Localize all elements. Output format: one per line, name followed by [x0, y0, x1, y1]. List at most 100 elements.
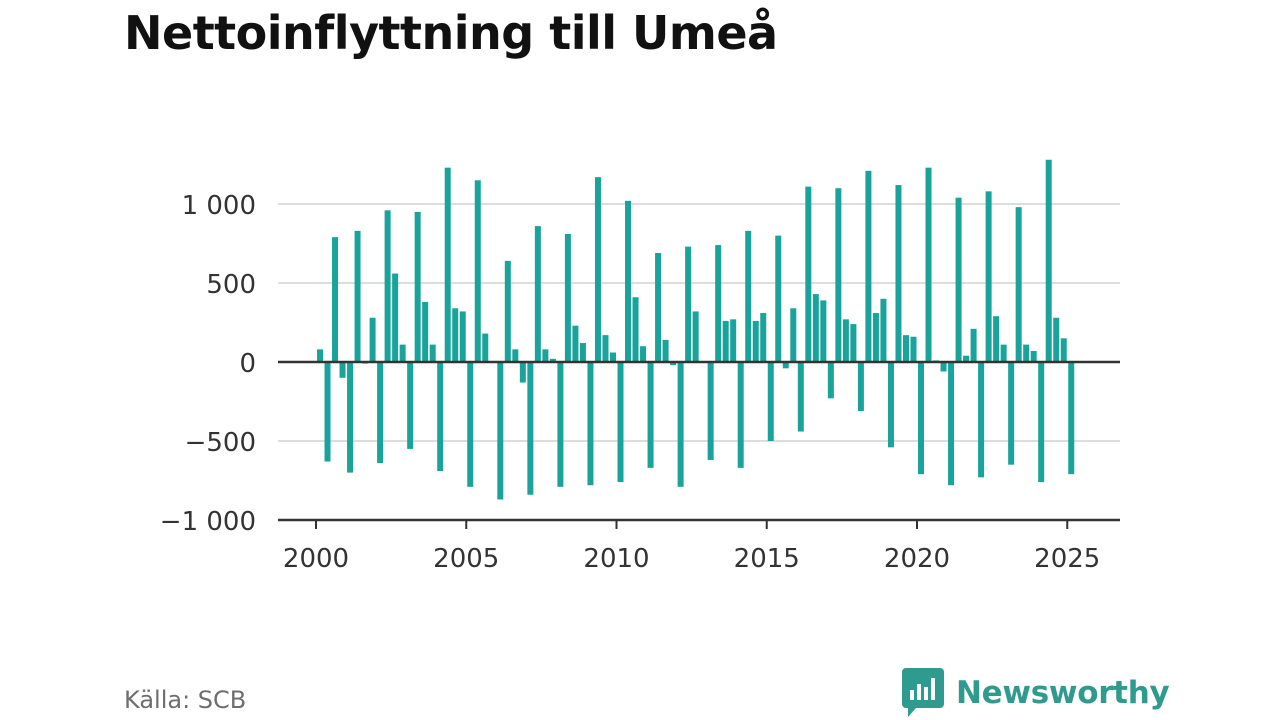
bar [797, 362, 804, 432]
bar [384, 210, 391, 362]
bar [1045, 159, 1052, 362]
bar [459, 311, 466, 362]
bar [685, 246, 692, 362]
bar [722, 320, 729, 362]
bar [324, 362, 331, 462]
bar [452, 308, 459, 362]
x-tick-label: 2025 [1034, 544, 1100, 574]
brand-name: Newsworthy [956, 675, 1170, 711]
bar [377, 362, 384, 464]
bar [587, 362, 594, 486]
x-tick-label: 2010 [583, 544, 649, 574]
bar [872, 313, 879, 362]
y-tick-label: 1 000 [182, 191, 256, 221]
bar [534, 226, 541, 362]
bar [407, 362, 414, 449]
bar [835, 188, 842, 362]
source-label: Källa: SCB [124, 686, 247, 714]
bar [887, 362, 894, 448]
bar [662, 339, 669, 362]
bar [369, 317, 376, 362]
chat-bar-chart-icon [902, 668, 944, 717]
bar [820, 300, 827, 362]
bar [1060, 338, 1067, 362]
bar-series [317, 159, 1075, 500]
bar [715, 245, 722, 362]
bar [978, 362, 985, 478]
axes [278, 360, 1120, 529]
bar [850, 324, 857, 362]
bar [670, 362, 677, 366]
bar [572, 325, 579, 362]
bar [993, 316, 1000, 362]
bar [392, 273, 399, 362]
bar [482, 333, 489, 362]
bar [594, 177, 601, 362]
bar [557, 362, 564, 487]
bar [895, 185, 902, 362]
bar [857, 362, 864, 411]
brand-logo: Newsworthy [902, 668, 1170, 718]
bar [609, 352, 616, 362]
bar [655, 252, 662, 362]
bar [985, 191, 992, 362]
bar [1038, 362, 1045, 483]
bar [745, 230, 752, 362]
bar [1030, 350, 1037, 362]
bar [737, 362, 744, 468]
bar [354, 230, 361, 362]
y-tick-label: 0 [239, 349, 256, 379]
y-tick-label: −1 000 [160, 507, 256, 537]
x-tick-label: 2020 [884, 544, 950, 574]
bar [902, 335, 909, 362]
bar [632, 297, 639, 362]
bar [910, 336, 917, 362]
x-tick-label: 2000 [283, 544, 349, 574]
bar [1000, 344, 1007, 362]
bar [640, 346, 647, 362]
bar [925, 167, 932, 362]
bar [414, 211, 421, 362]
bar [782, 362, 789, 369]
bar [707, 362, 714, 460]
bar [955, 197, 962, 362]
bar [332, 237, 339, 362]
bar [625, 200, 632, 362]
bar [730, 319, 737, 362]
bar [775, 235, 782, 362]
bar [579, 343, 586, 362]
bar [948, 362, 955, 486]
bar [790, 308, 797, 362]
x-tick-label: 2005 [433, 544, 499, 574]
bar [519, 362, 526, 383]
bar [827, 362, 834, 399]
y-tick-label: −500 [185, 428, 256, 458]
bar [467, 362, 474, 487]
bar [963, 355, 970, 362]
bar [339, 362, 346, 378]
bar [429, 344, 436, 362]
bar [940, 362, 947, 372]
bar [677, 362, 684, 487]
x-tick-label: 2015 [734, 544, 800, 574]
bar [527, 362, 534, 495]
bar [422, 301, 429, 362]
chart-title: Nettoinflyttning till Umeå [124, 6, 778, 60]
bar [1008, 362, 1015, 465]
bar [542, 349, 549, 362]
bar [760, 313, 767, 362]
bar [617, 362, 624, 483]
bar [512, 349, 519, 362]
bar [767, 362, 774, 441]
bar [752, 320, 759, 362]
bar [444, 167, 451, 362]
bar [812, 294, 819, 362]
bar [918, 362, 924, 475]
bar [1023, 344, 1030, 362]
bar [647, 362, 654, 468]
bar [1015, 207, 1022, 362]
bar [399, 344, 406, 362]
bar [880, 298, 887, 362]
bar [805, 186, 812, 362]
bar [842, 319, 849, 362]
